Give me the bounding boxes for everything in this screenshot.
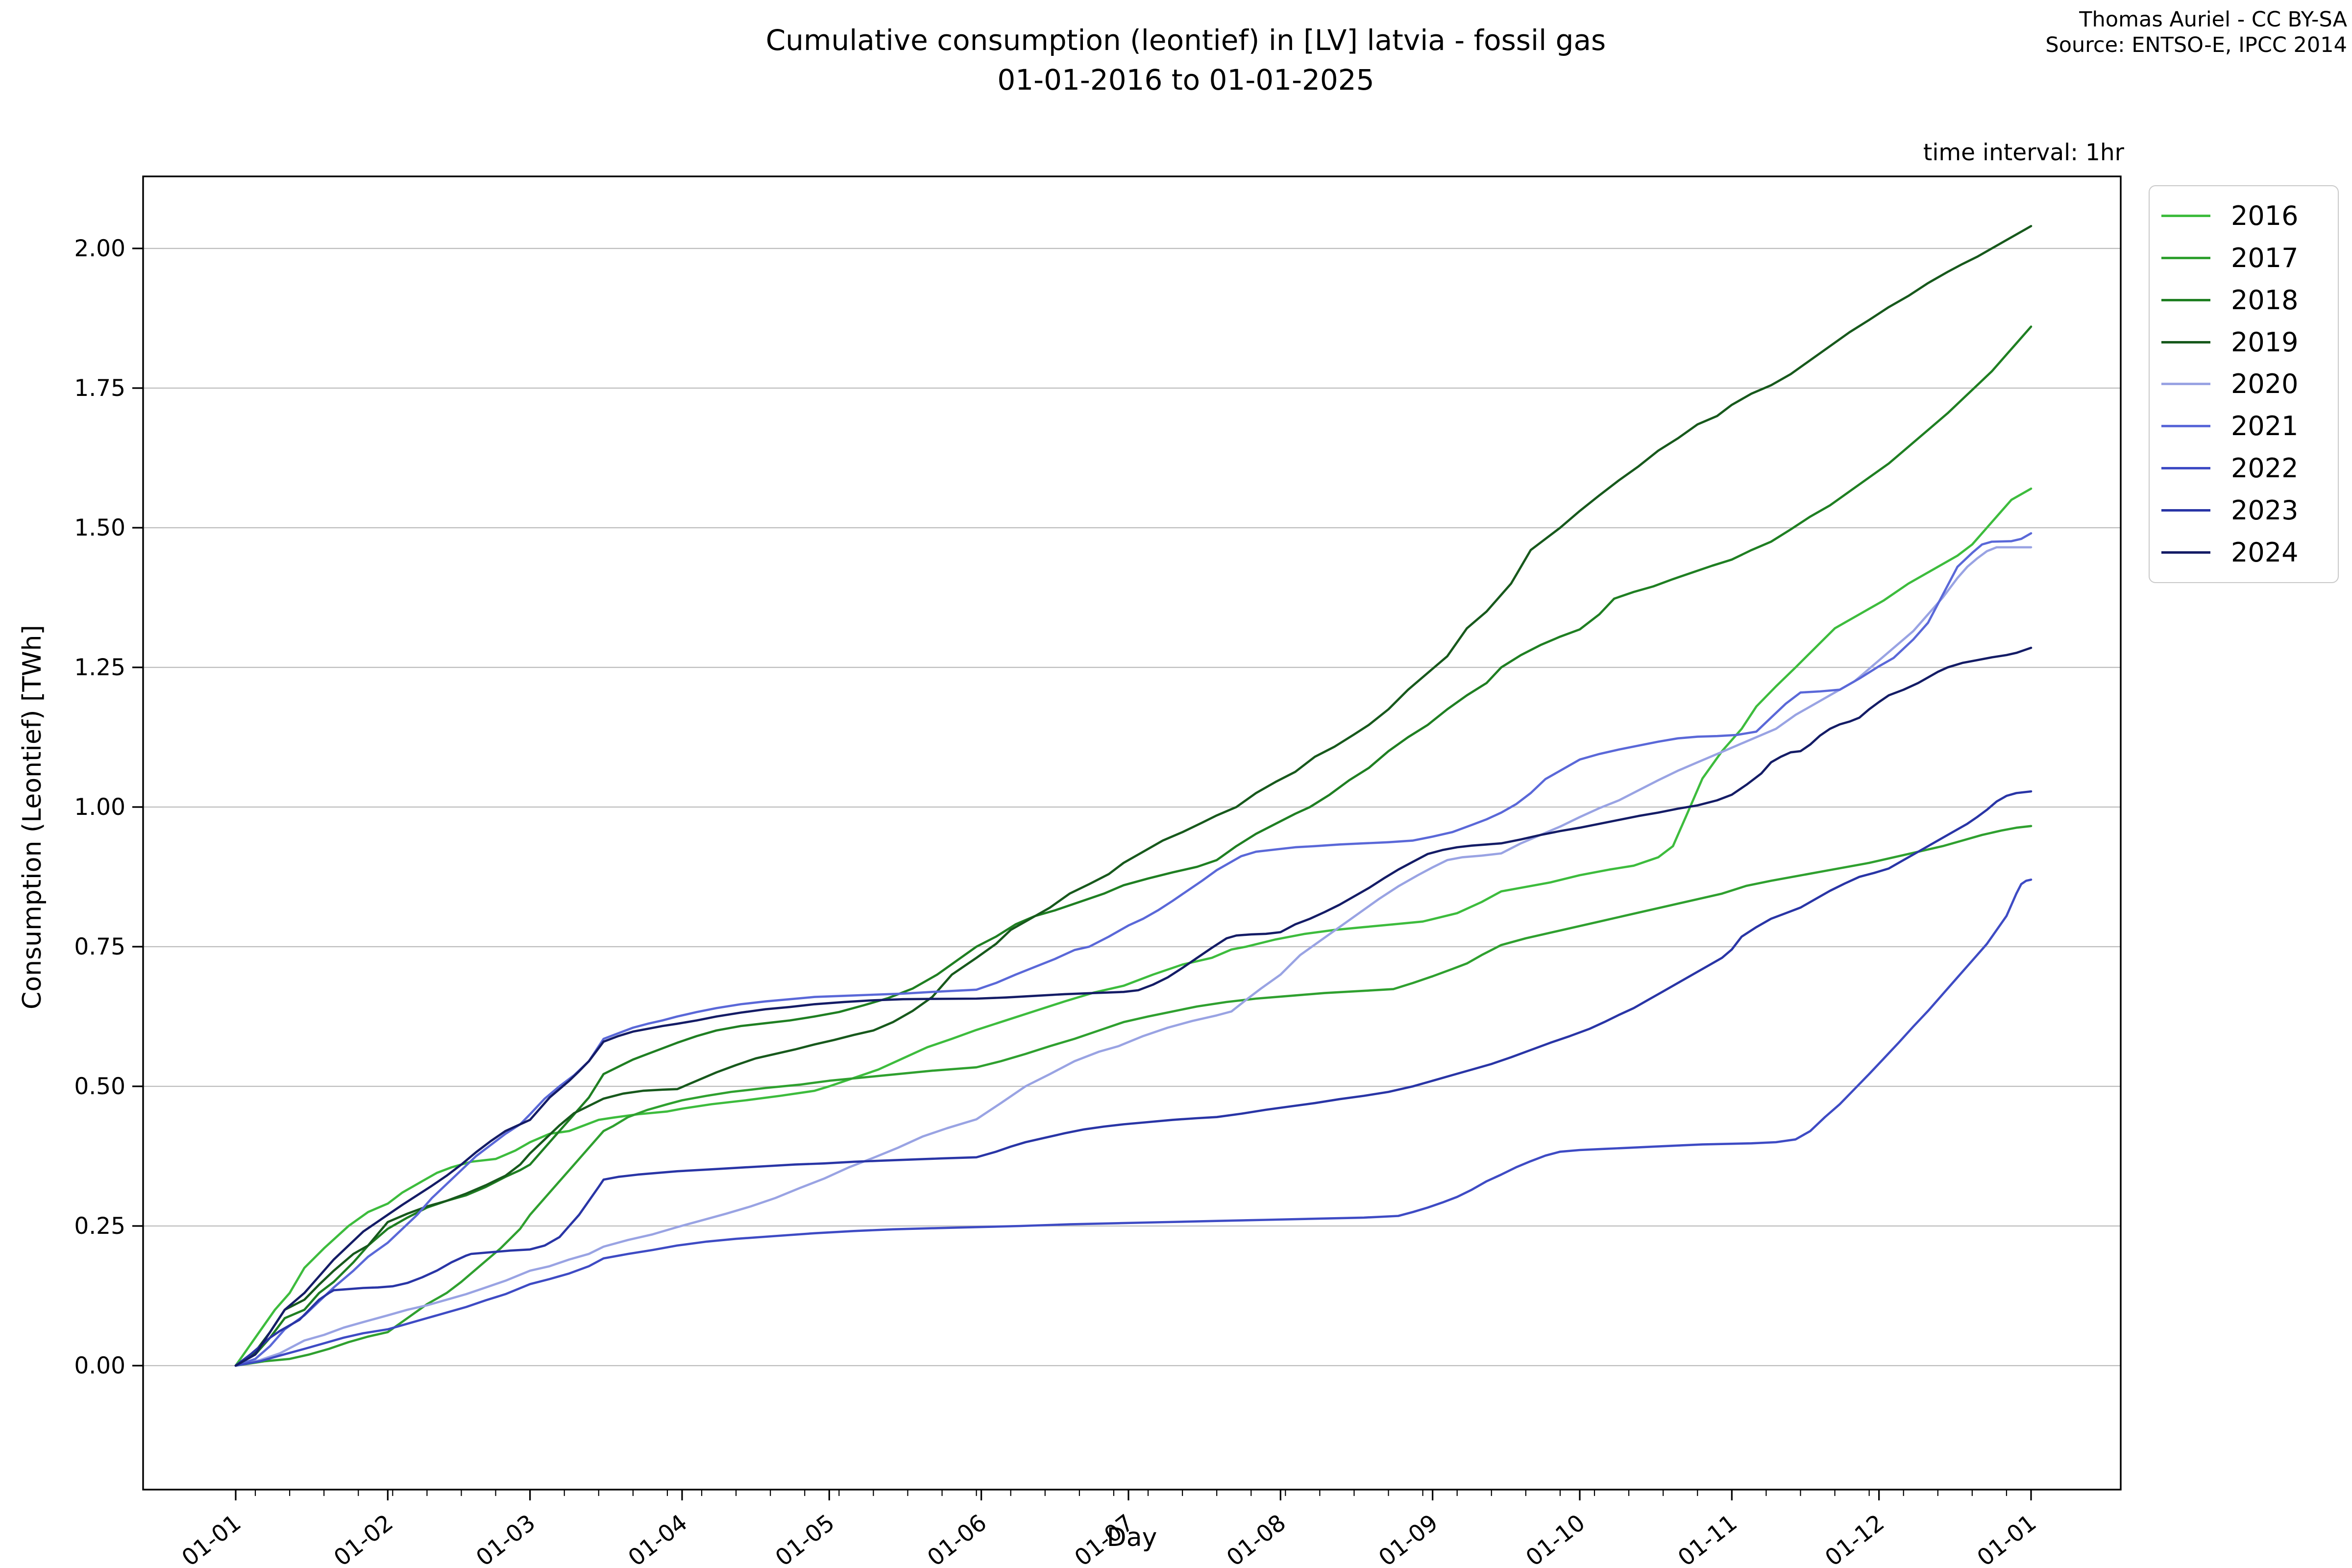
xtick-label-5: 01-06 [923,1509,992,1568]
attribution: Thomas Auriel - CC BY-SA Source: ENTSO-E… [2045,7,2347,58]
xtick-label-7: 01-08 [1222,1509,1291,1568]
legend-item-2023: 2023 [2161,495,2338,526]
series-line-2018 [234,325,2033,1367]
legend-swatch-2019 [2161,341,2210,343]
series-line-2023 [234,790,2033,1367]
xtick-label-11: 01-12 [1820,1509,1889,1568]
xtick-label-2: 01-03 [471,1509,540,1568]
legend-item-2018: 2018 [2161,285,2338,316]
legend-swatch-2022 [2161,466,2210,469]
legend-label-2019: 2019 [2231,326,2299,358]
legend-swatch-2023 [2161,509,2210,512]
attribution-author: Thomas Auriel - CC BY-SA [2079,7,2347,32]
xtick-label-1: 01-02 [329,1509,398,1568]
legend-label-2018: 2018 [2231,284,2299,316]
series-line-2024 [234,646,2033,1367]
legend-swatch-2016 [2161,215,2210,218]
legend-item-2016: 2016 [2161,200,2338,231]
xtick-label-0: 01-01 [177,1509,246,1568]
legend-label-2021: 2021 [2231,411,2299,442]
ytick-label-1.25: 1.25 [74,654,125,681]
legend-label-2016: 2016 [2231,200,2299,232]
attribution-source: Source: ENTSO-E, IPCC 2014 [2045,33,2347,58]
legend-swatch-2024 [2161,551,2210,554]
legend-item-2024: 2024 [2161,537,2338,568]
chart-title-line1: Cumulative consumption (leontief) in [LV… [765,24,1606,57]
xtick-label-3: 01-04 [623,1509,692,1568]
legend-item-2020: 2020 [2161,368,2338,399]
legend-swatch-2018 [2161,298,2210,301]
series-line-2019 [234,225,2033,1367]
ytick-label-2: 2.00 [74,235,125,262]
series-line-2020 [234,546,2033,1367]
axes-spines [142,175,2122,1491]
legend-label-2020: 2020 [2231,368,2299,400]
xtick-label-10: 01-11 [1673,1509,1742,1568]
legend-swatch-2021 [2161,425,2210,428]
legend: 2016 2017 2018 2019 2020 2021 2022 2023 2024 [2149,185,2339,583]
xtick-label-6: 01-07 [1070,1509,1139,1568]
legend-item-2022: 2022 [2161,453,2338,484]
legend-item-2017: 2017 [2161,243,2338,273]
legend-item-2021: 2021 [2161,411,2338,441]
legend-swatch-2017 [2161,257,2210,260]
ytick-label-1.5: 1.50 [74,514,125,541]
legend-item-2019: 2019 [2161,327,2338,358]
ytick-label-0.75: 0.75 [74,933,125,960]
legend-label-2023: 2023 [2231,494,2299,526]
ytick-label-1: 1.00 [74,794,125,821]
series-line-2017 [234,825,2033,1367]
chart-title: Cumulative consumption (leontief) in [LV… [766,21,1606,100]
xtick-label-9: 01-10 [1521,1509,1590,1568]
legend-swatch-2020 [2161,383,2210,386]
legend-label-2022: 2022 [2231,452,2299,484]
ytick-label-1.75: 1.75 [74,375,125,402]
time-interval-note: time interval: 1hr [1923,139,2124,166]
xtick-label-8: 01-09 [1374,1509,1443,1568]
chart-title-line2: 01-01-2016 to 01-01-2025 [997,63,1374,97]
xtick-label-4: 01-05 [770,1509,839,1568]
legend-label-2017: 2017 [2231,243,2299,274]
legend-label-2024: 2024 [2231,537,2299,568]
ytick-label-0.25: 0.25 [74,1213,125,1240]
ytick-label-0: 0.00 [74,1352,125,1379]
x-axis-label: Day [1106,1523,1157,1552]
series-line-2016 [234,487,2033,1367]
ytick-label-0.5: 0.50 [74,1073,125,1100]
series-line-2021 [234,532,2033,1367]
series-line-2022 [234,878,2033,1367]
xtick-label-12: 01-01 [1972,1509,2041,1568]
